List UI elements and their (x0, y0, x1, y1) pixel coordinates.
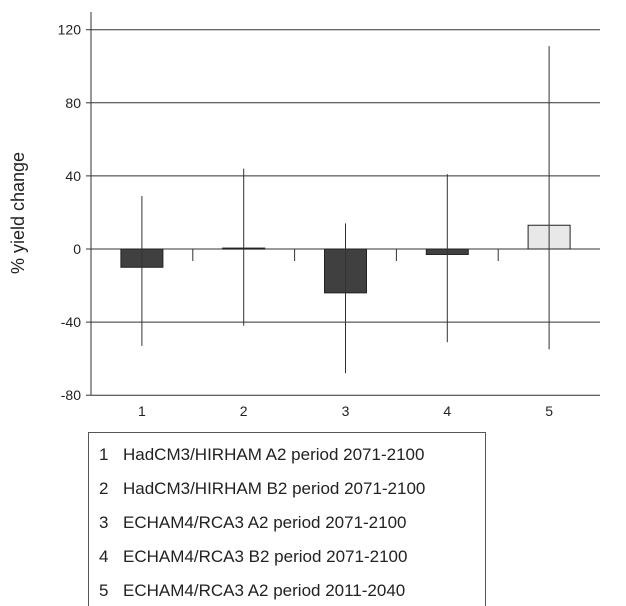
legend-label: ECHAM4/RCA3 A2 period 2071-2100 (123, 513, 407, 532)
y-axis-label: % yield change (8, 152, 28, 274)
legend-label: HadCM3/HIRHAM A2 period 2071-2100 (123, 445, 424, 464)
legend-item: 5 ECHAM4/RCA3 A2 period 2011-2040 (99, 581, 405, 601)
bar-chart: -80 -40 0 40 80 120 1 2 3 4 5 % yield change (0, 0, 626, 430)
legend-item: 3 ECHAM4/RCA3 A2 period 2071-2100 (99, 513, 407, 533)
legend-number: 1 (99, 445, 123, 465)
x-tick-label: 1 (138, 403, 146, 419)
y-tick-label: 0 (73, 241, 81, 257)
x-tick-label: 2 (240, 403, 248, 419)
legend-item: 1 HadCM3/HIRHAM A2 period 2071-2100 (99, 445, 424, 465)
legend-label: ECHAM4/RCA3 A2 period 2011-2040 (123, 581, 405, 600)
axes (86, 12, 498, 395)
x-tick-labels: 1 2 3 4 5 (138, 403, 553, 419)
legend-label: HadCM3/HIRHAM B2 period 2071-2100 (123, 479, 425, 498)
x-tick-label: 4 (443, 403, 451, 419)
y-tick-label: -80 (61, 387, 81, 403)
legend-item: 4 ECHAM4/RCA3 B2 period 2071-2100 (99, 547, 407, 567)
error-bars (142, 46, 549, 373)
x-tick-label: 3 (342, 403, 350, 419)
x-tick-label: 5 (545, 403, 553, 419)
y-tick-labels: -80 -40 0 40 80 120 (58, 22, 82, 404)
legend-number: 4 (99, 547, 123, 567)
legend-number: 2 (99, 479, 123, 499)
y-tick-label: 80 (65, 95, 81, 111)
legend-box: 1 HadCM3/HIRHAM A2 period 2071-2100 2 HadC… (88, 432, 486, 606)
legend-number: 3 (99, 513, 123, 533)
y-tick-label: 40 (65, 168, 81, 184)
legend-item: 2 HadCM3/HIRHAM B2 period 2071-2100 (99, 479, 425, 499)
y-tick-label: 120 (58, 22, 82, 38)
y-tick-label: -40 (61, 314, 81, 330)
legend-number: 5 (99, 581, 123, 601)
legend-label: ECHAM4/RCA3 B2 period 2071-2100 (123, 547, 407, 566)
